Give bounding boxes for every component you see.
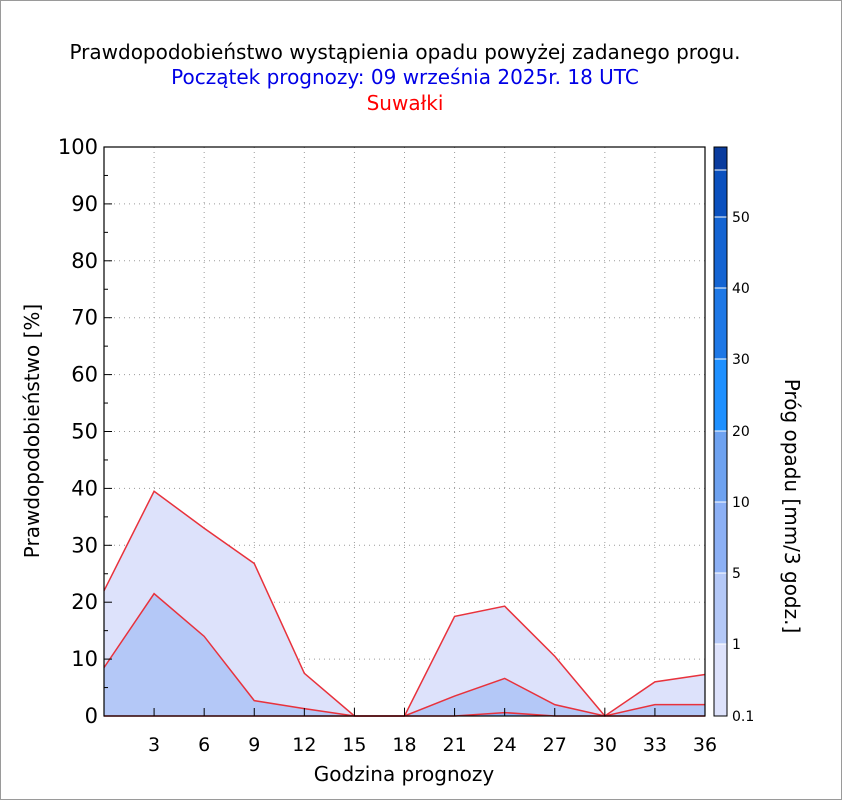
colorbar-segment xyxy=(714,431,727,502)
y-tick-label: 60 xyxy=(71,363,98,387)
y-tick-label: 50 xyxy=(71,420,98,444)
forecast-start-subtitle: Początek prognozy: 09 września 2025r. 18… xyxy=(171,65,639,89)
colorbar-tick-label: 5 xyxy=(732,566,741,582)
y-tick-label: 20 xyxy=(71,590,98,614)
series-area-1 xyxy=(104,593,705,716)
x-tick-label: 30 xyxy=(593,734,617,756)
colorbar-label: Próg opadu [mm/3 godz.] xyxy=(780,379,804,634)
colorbar-tick-label: 20 xyxy=(732,424,750,440)
y-tick-label: 0 xyxy=(85,704,98,728)
y-tick-label: 80 xyxy=(71,249,98,273)
x-tick-label: 36 xyxy=(693,734,717,756)
colorbar-tick-label: 30 xyxy=(732,352,750,368)
x-tick-label: 27 xyxy=(543,734,567,756)
x-tick-label: 12 xyxy=(292,734,316,756)
colorbar-tick-label: 10 xyxy=(732,495,750,511)
x-tick-label: 6 xyxy=(198,734,210,756)
colorbar-tick-label: 40 xyxy=(732,281,750,297)
colorbar-segment xyxy=(714,359,727,431)
colorbar-tick-label: 0.1 xyxy=(732,709,754,725)
colorbar-tick-label: 1 xyxy=(732,637,741,653)
x-tick-label: 33 xyxy=(643,734,667,756)
y-tick-label: 10 xyxy=(71,647,98,671)
y-tick-label: 40 xyxy=(71,476,98,500)
y-tick-label: 30 xyxy=(71,533,98,557)
colorbar-segment xyxy=(714,573,727,644)
colorbar-segment xyxy=(714,147,727,170)
colorbar-segment xyxy=(714,217,727,288)
y-axis-label: Prawdopodobieństwo [%] xyxy=(20,304,44,558)
series-area-0.1 xyxy=(104,491,705,716)
x-tick-label: 15 xyxy=(342,734,366,756)
colorbar-segment xyxy=(714,170,727,217)
x-tick-label: 3 xyxy=(148,734,160,756)
colorbar: 0.1 1 5 10 20 30 40 50 xyxy=(713,146,754,725)
colorbar-border xyxy=(713,146,728,717)
y-tick-label: 70 xyxy=(71,306,98,330)
colorbar-segment xyxy=(714,288,727,359)
location-subtitle: Suwałki xyxy=(366,91,444,115)
y-tick-label: 100 xyxy=(58,135,98,159)
colorbar-segment xyxy=(714,644,727,716)
x-axis-label: Godzina prognozy xyxy=(314,762,495,786)
colorbar-segment xyxy=(714,502,727,573)
x-tick-label: 18 xyxy=(392,734,416,756)
x-tick-label: 24 xyxy=(493,734,517,756)
y-tick-label: 90 xyxy=(71,192,98,216)
chart-title: Prawdopodobieństwo wystąpienia opadu pow… xyxy=(69,40,741,64)
x-tick-label: 21 xyxy=(442,734,466,756)
x-tick-label: 9 xyxy=(248,734,260,756)
colorbar-tick-label: 50 xyxy=(732,210,750,226)
